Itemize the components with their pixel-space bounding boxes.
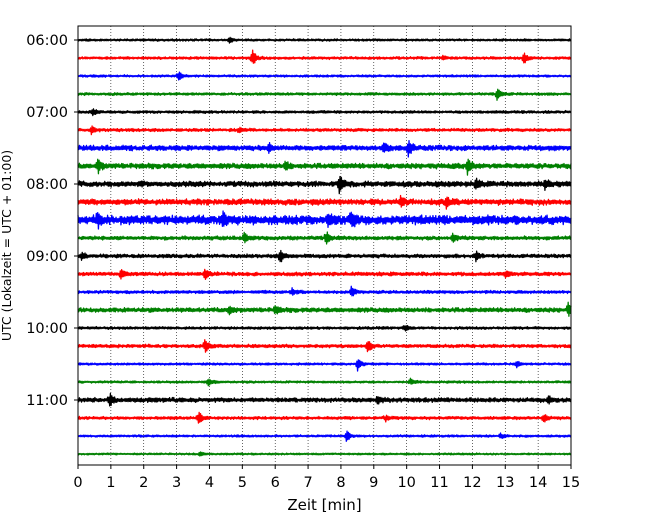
- seismogram-trace-0930: [77, 285, 572, 297]
- x-tick-label: 5: [238, 475, 247, 491]
- x-tick-label: 14: [529, 475, 547, 491]
- seismogram-trace-0600: [77, 36, 572, 44]
- trace-lines: [77, 36, 572, 457]
- y-axis-ticks: 06:00 07:00 08:00 09:00 10:00 11:00: [26, 33, 78, 409]
- seismogram-trace-0615: [77, 49, 572, 64]
- x-tick-label: 15: [562, 475, 580, 491]
- seismogram-trace-0800: [77, 175, 572, 195]
- seismogram-trace-1145: [77, 451, 572, 457]
- x-tick-label: 10: [397, 475, 415, 491]
- y-tick-label: 08:00: [26, 177, 68, 193]
- x-tick-label: 9: [369, 475, 378, 491]
- y-tick-label: 09:00: [26, 249, 68, 265]
- seismogram-trace-1130: [77, 430, 572, 442]
- seismogram-trace-0730: [77, 140, 572, 158]
- seismogram-trace-0715: [77, 125, 572, 136]
- seismogram-trace-1000: [77, 324, 572, 332]
- seismogram-trace-0700: [77, 108, 572, 117]
- y-axis-label: UTC (Lokalzeit = UTC + 01:00): [0, 150, 14, 341]
- seismogram-trace-0815: [77, 194, 572, 210]
- y-tick-label: 11:00: [26, 393, 68, 409]
- x-tick-label: 12: [463, 475, 481, 491]
- seismogram-trace-0830: [77, 210, 572, 230]
- x-tick-label: 6: [271, 475, 280, 491]
- x-tick-label: 3: [172, 475, 181, 491]
- seismogram-trace-0645: [77, 88, 572, 101]
- seismogram-trace-1015: [77, 339, 572, 353]
- x-axis-label: Zeit [min]: [287, 496, 361, 514]
- x-tick-label: 0: [73, 475, 82, 491]
- seismogram-trace-0915: [77, 268, 572, 280]
- seismogram-trace-0945: [77, 301, 572, 317]
- x-tick-label: 4: [205, 475, 214, 491]
- y-tick-label: 10:00: [26, 321, 68, 337]
- seismogram-trace-0900: [77, 249, 572, 263]
- x-tick-label: 13: [496, 475, 514, 491]
- x-tick-label: 2: [139, 475, 148, 491]
- seismogram-trace-1045: [77, 377, 572, 387]
- x-tick-label: 1: [106, 475, 115, 491]
- x-tick-label: 11: [430, 475, 448, 491]
- seismogram-trace-0630: [77, 71, 572, 81]
- seismogram-trace-1030: [77, 359, 572, 372]
- y-tick-label: 07:00: [26, 105, 68, 121]
- seismogram-trace-1115: [77, 411, 572, 424]
- x-axis-ticks: 0 1 2 3 4 5 6 7 8 9 10 11 12 13 14 15: [73, 465, 580, 491]
- plot-frame: [77, 25, 572, 466]
- seismogram-trace-0745: [77, 158, 572, 176]
- grid-lines: [110, 26, 539, 465]
- y-tick-label: 06:00: [26, 33, 68, 49]
- seismogram-trace-1100: [77, 392, 572, 407]
- x-tick-label: 8: [336, 475, 345, 491]
- seismogram-trace-0845: [77, 231, 572, 245]
- x-tick-label: 7: [303, 475, 312, 491]
